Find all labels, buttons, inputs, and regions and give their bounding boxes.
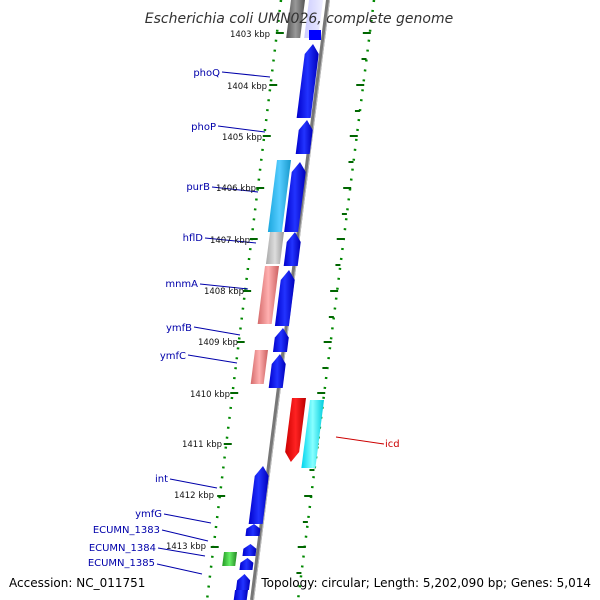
leader-line: [335, 436, 385, 445]
gene-bottom-partial: [233, 590, 248, 600]
leader-line: [217, 125, 266, 133]
gene-phoP: [295, 120, 313, 154]
leader-line: [199, 283, 249, 290]
kbp-label: 1404 kbp: [227, 82, 267, 92]
gene-hflD: [265, 232, 284, 264]
gene-mnmA: [257, 266, 279, 324]
kbp-label: 1403 kbp: [230, 30, 270, 40]
gene-mnmA-neighbor: [274, 270, 295, 326]
gene-phoQ: [296, 44, 319, 118]
leader-line: [193, 326, 241, 336]
genome-title: Escherichia coli UMN026, complete genome: [145, 11, 453, 27]
kbp-label: 1410 kbp: [190, 390, 230, 400]
gene-ymfC-neighbor: [268, 354, 286, 388]
gene-ECUMN_1385: [235, 574, 251, 590]
leader-line: [204, 237, 257, 244]
dotted-guide-lines: [205, 0, 376, 600]
gene-ymfB: [272, 328, 289, 352]
gene-icd-cyan: [301, 400, 324, 468]
leader-line: [157, 547, 206, 557]
kbp-label: 1406 kbp: [216, 184, 256, 194]
gene-label-phoP: phoP: [191, 122, 216, 133]
gene-label-icd: icd: [385, 439, 400, 450]
kbp-label: 1408 kbp: [204, 287, 244, 297]
leader-line: [169, 478, 218, 489]
leader-line: [163, 513, 212, 524]
outer-dotted-guide: [296, 0, 376, 600]
gene-label-mnmA: mnmA: [165, 279, 198, 290]
gene-label-hflD: hflD: [183, 233, 204, 244]
gene-leader-lines: [156, 71, 385, 575]
gene-labels: phoQ phoP purB hflD mnmA ymfB ymfC icd i…: [88, 68, 400, 569]
feature-top-blue: [309, 30, 321, 40]
gene-ECUMN_1384: [239, 558, 254, 570]
gene-ECUMN_1383: [242, 544, 257, 556]
genome-summary-text: Topology: circular; Length: 5,202,090 bp…: [260, 576, 591, 590]
feature-top-gray: [286, 0, 305, 38]
gene-features: [222, 0, 324, 600]
leader-line: [187, 354, 238, 364]
gene-label-ecumn1384: ECUMN_1384: [89, 543, 156, 554]
leader-line: [211, 186, 259, 193]
gene-label-ecumn1385: ECUMN_1385: [88, 558, 155, 569]
gene-label-int: int: [155, 474, 168, 485]
gene-small-green: [222, 552, 237, 566]
kbp-labels: 1403 kbp 1404 kbp 1405 kbp 1406 kbp 1407…: [166, 30, 270, 552]
gene-label-ymfC: ymfC: [160, 351, 186, 362]
leader-line: [221, 71, 271, 78]
kbp-label: 1407 kbp: [210, 236, 250, 246]
gene-label-purB: purB: [186, 182, 210, 193]
gene-int: [248, 466, 269, 524]
gene-label-ymfB: ymfB: [166, 323, 192, 334]
gene-ymfC: [250, 350, 268, 384]
kbp-label: 1411 kbp: [182, 440, 222, 450]
inner-dotted-guide: [205, 0, 283, 600]
leader-line: [156, 563, 203, 575]
accession-text: Accession: NC_011751: [9, 576, 145, 590]
feature-top-pale: [304, 0, 323, 38]
gene-label-ecumn1383: ECUMN_1383: [93, 525, 160, 536]
tick-marks: [210, 32, 371, 574]
gene-icd-red: [285, 398, 306, 462]
gene-hflD-neighbor: [283, 232, 301, 266]
kbp-label: 1405 kbp: [222, 133, 262, 143]
leader-line: [161, 529, 209, 542]
gene-ymfG: [245, 524, 261, 536]
gene-purB: [267, 160, 291, 232]
gene-purB-neighbor: [284, 162, 306, 232]
gene-label-phoQ: phoQ: [193, 68, 220, 79]
kbp-label: 1412 kbp: [174, 491, 214, 501]
kbp-label: 1413 kbp: [166, 542, 206, 552]
gene-label-ymfG: ymfG: [135, 509, 162, 520]
kbp-label: 1409 kbp: [198, 338, 238, 348]
